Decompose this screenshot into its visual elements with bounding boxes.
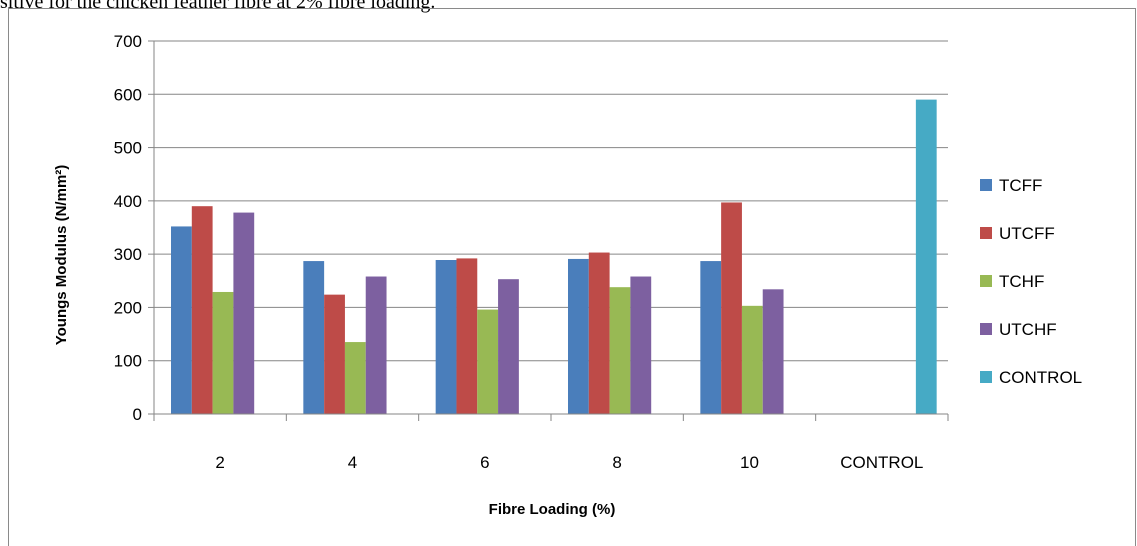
x-tick-label: 4 xyxy=(348,453,357,472)
legend-label-utcff: UTCFF xyxy=(999,224,1055,243)
bar-utchf-6 xyxy=(498,279,519,414)
legend-swatch-utcff xyxy=(980,227,992,239)
bar-utchf-4 xyxy=(365,276,387,414)
caption-text: sitive for the chicken feather fibre at … xyxy=(0,0,436,13)
x-tick-label: 8 xyxy=(612,453,621,472)
y-axis-label: Youngs Modulus (N/mm²) xyxy=(53,165,70,346)
legend-label-control: CONTROL xyxy=(999,368,1082,387)
y-tick-label: 400 xyxy=(114,192,142,211)
x-tick-label: CONTROL xyxy=(840,453,923,472)
legend-label-tchf: TCHF xyxy=(999,272,1044,291)
legend-swatch-tcff xyxy=(980,179,992,191)
bar-utchf-2 xyxy=(233,212,255,414)
y-tick-label: 600 xyxy=(114,85,142,104)
legend-swatch-utchf xyxy=(980,323,992,335)
y-tick-label: 0 xyxy=(133,405,142,424)
y-tick-label: 700 xyxy=(114,32,142,51)
bars xyxy=(171,99,937,414)
y-tick-label: 100 xyxy=(114,352,142,371)
grid-lines xyxy=(148,40,948,415)
x-axis-label: Fibre Loading (%) xyxy=(489,501,616,518)
bar-utcff-2 xyxy=(191,206,213,414)
bar-utchf-10 xyxy=(762,289,784,414)
legend-label-tcff: TCFF xyxy=(999,176,1042,195)
bar-tcff-4 xyxy=(303,261,325,414)
x-tick-labels: 2 4 6 8 10 CONTROL xyxy=(215,453,923,472)
bar-tchf-8 xyxy=(609,287,631,414)
y-tick-label: 500 xyxy=(114,139,142,158)
bar-tchf-10 xyxy=(741,305,763,414)
bar-tcff-6 xyxy=(435,260,457,414)
bar-utcff-8 xyxy=(588,252,610,414)
y-tick-label: 300 xyxy=(114,245,142,264)
axes xyxy=(153,41,949,421)
bar-utcff-4 xyxy=(324,294,345,414)
legend-label-utchf: UTCHF xyxy=(999,320,1057,339)
bar-utchf-8 xyxy=(630,276,652,414)
legend: TCFF UTCFF TCHF UTCHF CONTROL xyxy=(980,176,1082,387)
x-tick-label: 2 xyxy=(215,453,224,472)
x-tick-label: 6 xyxy=(480,453,489,472)
bar-tchf-2 xyxy=(212,291,234,414)
bar-utcff-10 xyxy=(721,202,742,414)
y-tick-labels: 0 100 200 300 400 500 600 700 xyxy=(114,32,142,424)
bar-utcff-6 xyxy=(456,258,478,414)
chart-frame xyxy=(8,8,1136,546)
bar-control-control xyxy=(915,99,937,414)
legend-swatch-control xyxy=(980,371,992,383)
bar-tcff-2 xyxy=(171,226,192,414)
y-tick-label: 200 xyxy=(114,298,142,317)
x-tick-label: 10 xyxy=(740,453,759,472)
bar-tchf-6 xyxy=(477,309,499,414)
bar-tchf-4 xyxy=(344,342,366,414)
bar-tcff-8 xyxy=(568,258,589,414)
legend-swatch-tchf xyxy=(980,275,992,287)
bar-tcff-10 xyxy=(700,261,722,414)
